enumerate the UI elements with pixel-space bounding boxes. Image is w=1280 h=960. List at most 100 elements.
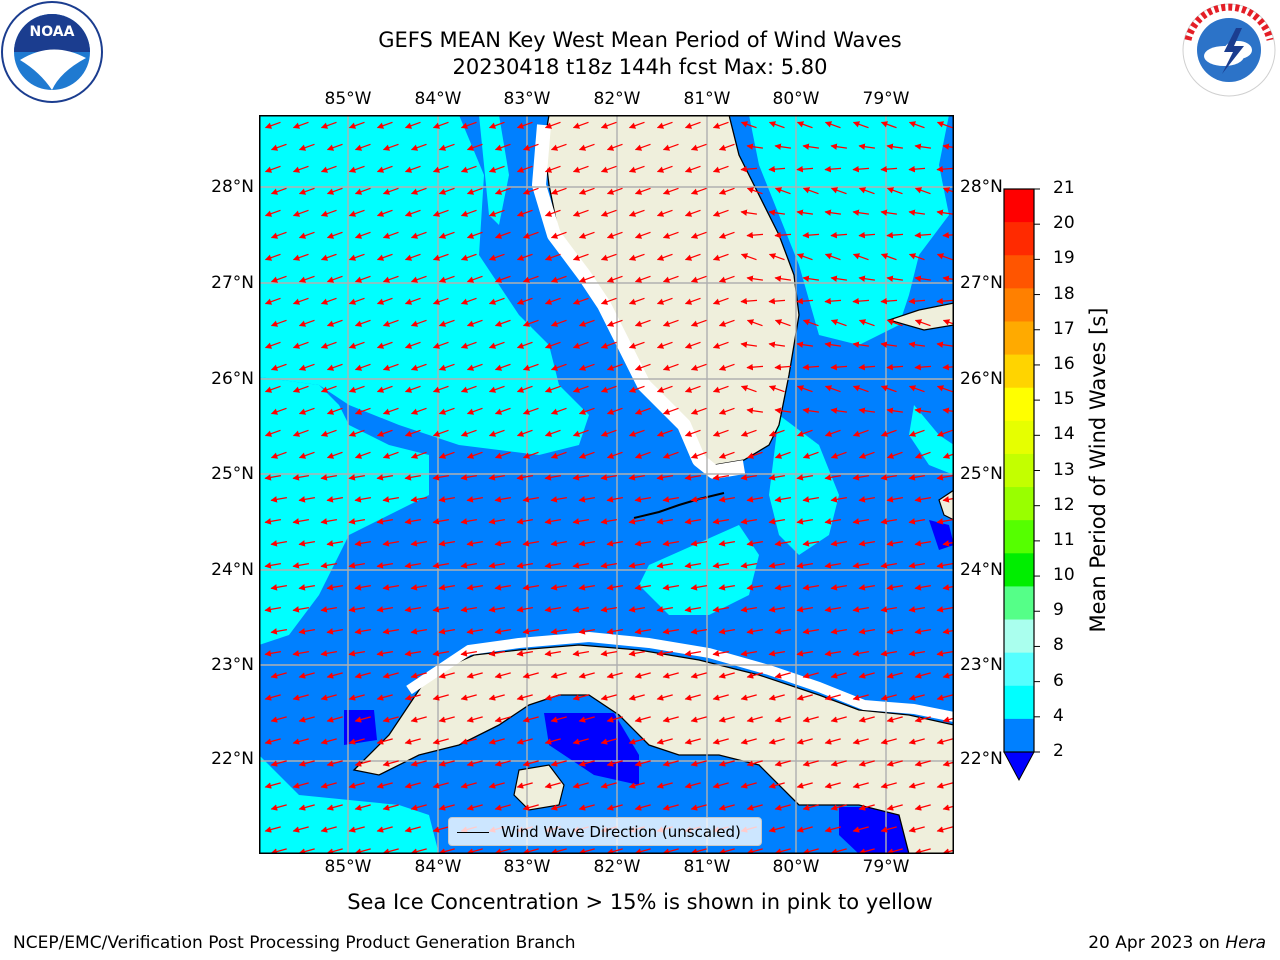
wind-wave-arrow — [578, 716, 595, 723]
wind-wave-arrow — [348, 694, 365, 701]
legend-label: Wind Wave Direction (unscaled) — [501, 823, 741, 841]
wind-wave-arrow — [824, 650, 842, 657]
wind-wave-arrow — [550, 451, 567, 459]
wind-wave-arrow — [712, 341, 729, 349]
wind-wave-arrow — [662, 848, 679, 854]
map-legend: Wind Wave Direction (unscaled) — [448, 817, 762, 846]
wind-wave-arrow — [712, 253, 729, 261]
wind-wave-arrow — [768, 826, 785, 833]
wind-wave-arrow — [488, 606, 506, 613]
wind-wave-arrow — [830, 628, 848, 635]
wind-wave-arrow — [578, 760, 595, 767]
wind-wave-arrow — [718, 187, 735, 195]
wind-wave-arrow — [578, 848, 595, 854]
wind-wave-arrow — [326, 451, 343, 459]
wind-wave-arrow — [690, 716, 707, 723]
wind-wave-arrow — [572, 341, 589, 349]
wind-wave-arrow — [348, 782, 365, 789]
wind-wave-arrow — [354, 716, 371, 723]
wind-wave-arrow — [606, 584, 624, 591]
wind-wave-arrow — [690, 451, 707, 459]
colorbar-band — [1004, 255, 1034, 289]
wind-wave-arrow — [746, 848, 763, 854]
wind-wave-arrow — [298, 760, 315, 767]
wind-wave-arrow — [410, 496, 428, 503]
wind-wave-arrow — [354, 496, 372, 503]
wind-wave-arrow — [628, 518, 646, 525]
wind-wave-arrow — [824, 518, 842, 525]
wind-wave-arrow — [438, 848, 455, 854]
wind-wave-arrow — [740, 341, 757, 348]
wind-wave-arrow — [802, 496, 820, 503]
wind-wave-arrow — [796, 121, 813, 129]
wind-wave-arrow — [712, 474, 730, 481]
lat-label-left: 26°N — [211, 369, 254, 389]
colorbar-tick-label: 13 — [1053, 459, 1075, 480]
wind-wave-arrow — [880, 738, 897, 745]
wind-wave-arrow — [298, 584, 316, 591]
wind-wave-arrow — [942, 848, 954, 854]
colorbar-tick-label: 21 — [1053, 178, 1075, 198]
wind-wave-arrow — [628, 341, 645, 349]
wind-wave-arrow — [348, 209, 365, 217]
colorbar-band — [1004, 487, 1034, 521]
lon-label-top: 84°W — [414, 89, 462, 109]
wind-wave-arrow — [572, 429, 589, 437]
wind-wave-arrow — [886, 407, 903, 414]
wind-wave-arrow — [488, 518, 506, 525]
wind-wave-arrow — [942, 496, 954, 503]
wind-wave-arrow — [802, 451, 819, 459]
wind-wave-arrow — [774, 496, 792, 503]
lat-label-left: 23°N — [211, 655, 254, 675]
wind-wave-arrow — [432, 429, 449, 437]
wind-wave-arrow — [550, 848, 567, 854]
wind-wave-arrow — [404, 606, 422, 613]
wind-wave-arrow — [662, 496, 680, 503]
wind-wave-arrow — [410, 451, 427, 459]
wind-wave-arrow — [858, 407, 875, 414]
lon-label-bottom: 79°W — [862, 857, 910, 877]
wind-wave-arrow — [858, 584, 876, 591]
wind-wave-arrow — [460, 474, 478, 481]
wind-wave-arrow — [746, 628, 764, 635]
colorbar-band — [1004, 619, 1034, 654]
wind-wave-arrow — [656, 121, 673, 129]
wind-wave-arrow — [936, 562, 954, 569]
wind-wave-arrow — [852, 518, 870, 525]
wind-wave-arrow — [690, 231, 707, 239]
wind-wave-arrow — [746, 143, 763, 150]
wind-wave-arrow — [264, 650, 282, 657]
wind-wave-arrow — [466, 716, 483, 723]
wind-wave-arrow — [572, 562, 590, 569]
wind-wave-arrow — [494, 451, 511, 459]
wind-wave-arrow — [522, 628, 540, 635]
wind-wave-arrow — [830, 848, 847, 854]
wind-wave-arrow — [460, 694, 477, 701]
wind-wave-arrow — [410, 584, 428, 591]
wind-wave-arrow — [768, 606, 786, 613]
wind-wave-arrow — [320, 341, 337, 349]
wind-wave-arrow — [298, 319, 315, 327]
wind-wave-arrow — [522, 275, 539, 283]
wind-wave-arrow — [516, 297, 533, 305]
wind-wave-arrow — [802, 540, 820, 547]
wind-wave-arrow — [376, 253, 393, 261]
wind-wave-arrow — [774, 540, 792, 547]
wind-wave-arrow — [942, 584, 954, 591]
wind-wave-arrow — [600, 297, 617, 305]
wind-wave-arrow — [914, 760, 931, 767]
wind-wave-arrow — [270, 407, 287, 415]
wind-wave-arrow — [628, 121, 645, 129]
wind-wave-arrow — [774, 716, 791, 723]
wind-wave-arrow — [684, 518, 702, 525]
wind-wave-arrow — [270, 231, 287, 239]
wind-wave-arrow — [432, 650, 450, 657]
wind-wave-arrow — [292, 121, 309, 129]
wind-wave-arrow — [914, 540, 932, 547]
wind-wave-arrow — [908, 385, 925, 393]
wind-wave-arrow — [746, 187, 763, 195]
wind-wave-arrow — [292, 826, 309, 833]
colorbar-band — [1004, 420, 1034, 455]
wind-wave-arrow — [298, 407, 315, 415]
wind-wave-arrow — [376, 782, 393, 789]
